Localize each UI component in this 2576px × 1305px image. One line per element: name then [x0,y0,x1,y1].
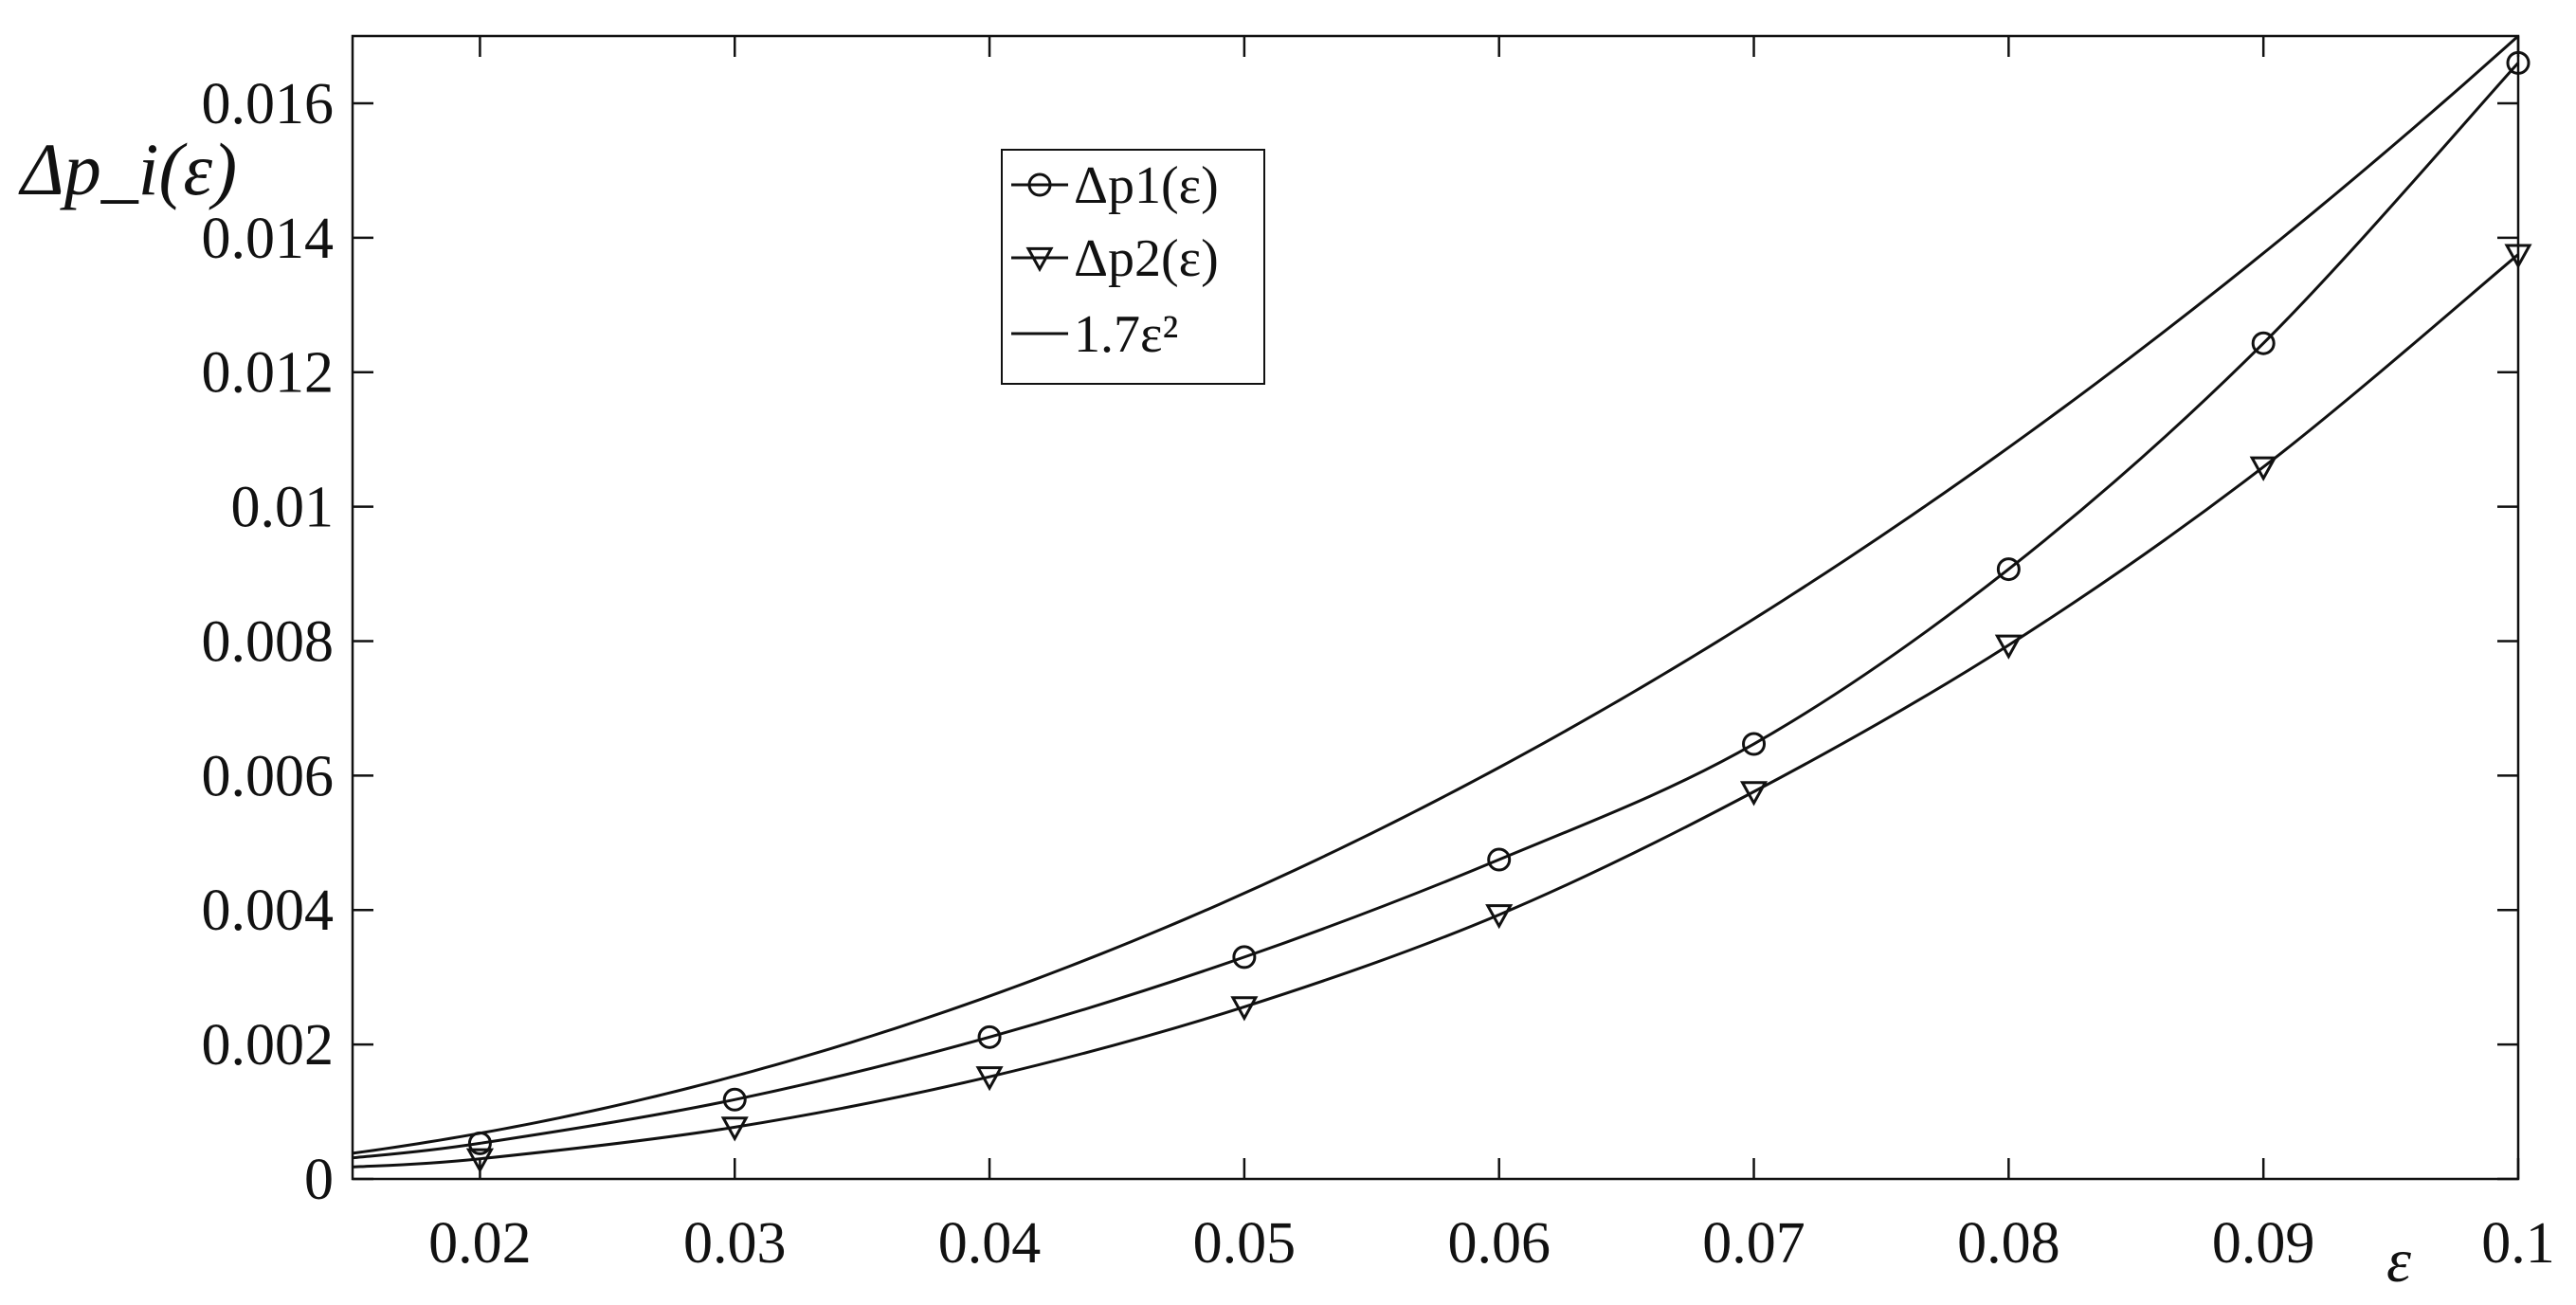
y-tick-label-0: 0 [304,1148,334,1212]
y-tick-labels: 0 0.002 0.004 0.006 0.008 0.01 0.012 0.014 0.016 [202,72,335,1212]
series-line-1 [352,62,2520,1160]
series1-point-8 [2506,50,2531,75]
x-tick-label-4: 0.06 [1447,1211,1551,1276]
legend-label-1: Δp1(ε) [1074,156,1219,215]
y-tick-label-5: 0.01 [231,476,335,540]
series-line-2 [352,253,2519,1169]
y-tick-label-4: 0.008 [202,609,335,674]
series2-point-5 [1739,781,1769,807]
series-line-3 [352,34,2520,1155]
series1-point-3 [1232,945,1257,970]
legend-box [1001,149,1265,385]
series1-point-0 [467,1131,492,1155]
x-tick-label-8: 0.1 [2481,1211,2555,1276]
x-axis-title: ε [2386,1226,2411,1296]
x-tick-label-6: 0.08 [1957,1211,2060,1276]
series1-point-4 [1487,847,1512,872]
series2-point-3 [1230,996,1259,1022]
series2-point-8 [2504,244,2532,269]
y-tick-label-1: 0.002 [202,1013,335,1078]
legend-label-2: Δp2(ε) [1074,229,1219,288]
series1-point-1 [722,1087,747,1112]
legend-marker-1 [1027,172,1052,197]
y-tick-label-3: 0.006 [202,744,335,808]
series2-point-1 [720,1116,749,1142]
series2-point-2 [975,1066,1004,1092]
y-tick-label-6: 0.012 [202,341,335,406]
series1-point-5 [1742,732,1767,756]
x-tick-label-1: 0.03 [683,1211,787,1276]
axis-ticks [353,36,2520,1181]
legend: Δp1(ε) Δp2(ε) 1.7ε² [1001,149,1265,385]
series1-point-2 [977,1024,1002,1049]
x-tick-label-0: 0.02 [428,1211,532,1276]
series2-point-7 [2249,456,2277,481]
x-tick-label-7: 0.09 [2212,1211,2315,1276]
y-tick-label-2: 0.004 [202,879,335,943]
series-markers [465,50,2532,1173]
series1-point-7 [2251,331,2276,355]
x-tick-labels: 0.02 0.03 0.04 0.05 0.06 0.07 0.08 0.09 0.1 [428,1211,2555,1276]
series2-point-0 [465,1148,494,1173]
y-tick-label-7: 0.014 [202,207,335,271]
series2-point-6 [1994,634,2023,660]
x-tick-label-3: 0.05 [1193,1211,1297,1276]
y-axis-title: Δp_i(ε) [18,128,237,210]
x-tick-label-2: 0.04 [938,1211,1042,1276]
series1-point-6 [1996,557,2021,582]
series2-point-4 [1485,904,1514,930]
legend-label-3: 1.7ε² [1074,305,1178,364]
series-curves [352,34,2520,1169]
legend-marker-2 [1025,246,1054,273]
x-tick-label-5: 0.07 [1702,1211,1805,1276]
y-tick-label-8: 0.016 [202,72,335,136]
plot-area [351,34,2520,1181]
